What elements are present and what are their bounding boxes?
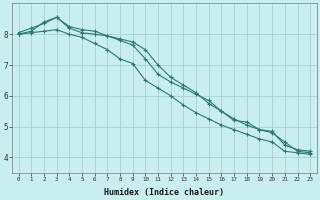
X-axis label: Humidex (Indice chaleur): Humidex (Indice chaleur) [104,188,224,197]
